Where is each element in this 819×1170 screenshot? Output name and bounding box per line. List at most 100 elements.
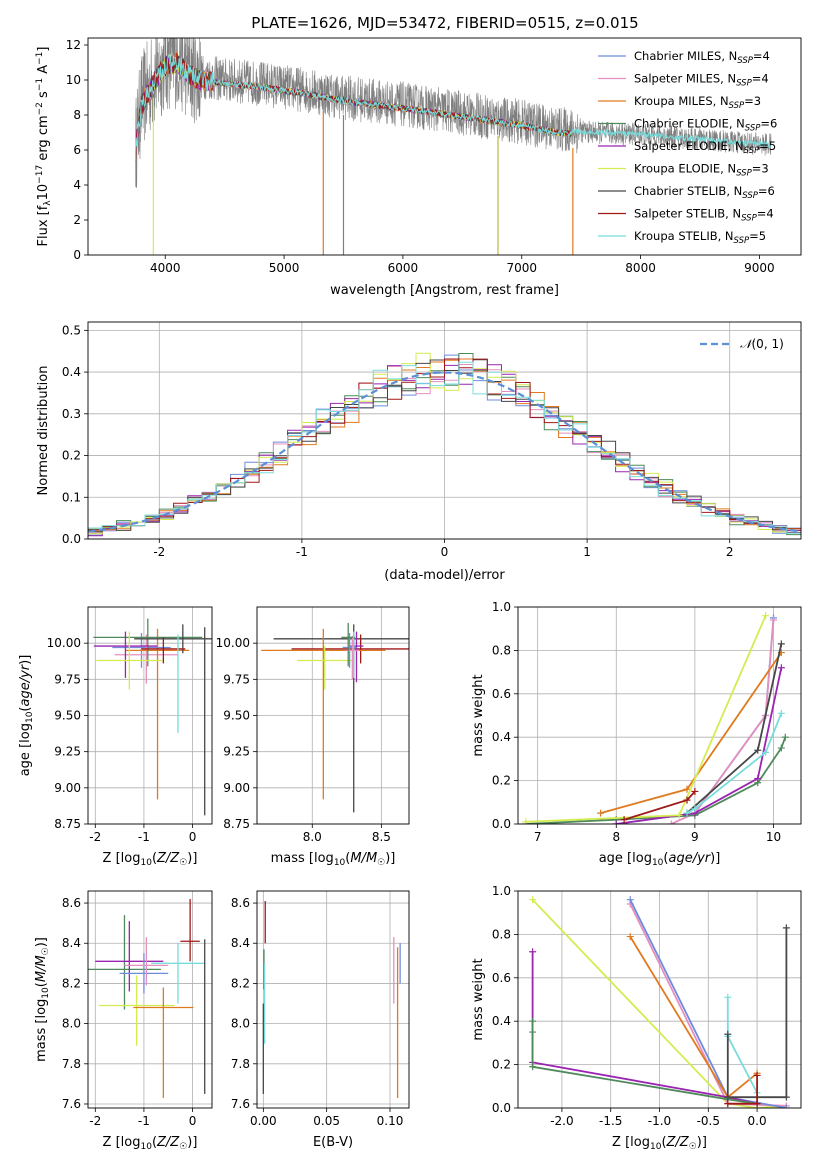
- y-axis-label: Normed distribution: [36, 366, 51, 496]
- panel-spectrum: 4000 5000 6000 7000 8000 9000 0 2 4 6 8 10 12 wavelen…: [35, 37, 802, 298]
- y-axis-label: age [log10(age/yr)]: [18, 655, 35, 777]
- y-tick-label: 7.6: [62, 1097, 81, 1111]
- x-axis-label: mass [log10(M/M☉)]: [271, 851, 396, 868]
- legend-entry: Salpeter MILES, NSSP=4: [634, 72, 769, 89]
- x-axis-label: age [log10(age/yr)]: [599, 851, 721, 868]
- massweight-marker: [683, 809, 691, 817]
- y-tick-label: 0.6: [492, 687, 511, 701]
- y-tick-label: 8.75: [223, 817, 250, 831]
- panel-mass_vs_EBV: 0.00 0.05 0.10 7.6 7.8 8.0 8.2 8.4 8.6 E(B-V): [231, 890, 410, 1150]
- x-tick-label: 0.0: [748, 1114, 767, 1128]
- massweight-marker: [724, 1100, 732, 1108]
- y-tick-label: 0.2: [492, 1058, 511, 1072]
- x-tick-label: 5000: [269, 261, 300, 275]
- y-tick-label: 7.8: [62, 1057, 81, 1071]
- massweight-marker: [753, 1071, 761, 1079]
- massweight-marker: [683, 796, 691, 804]
- massweight-marker: [620, 816, 628, 824]
- y-tick-label: 0.1: [62, 490, 81, 504]
- y-tick-label: 8.6: [231, 896, 250, 910]
- spectrum-model-line: [571, 126, 772, 148]
- x-tick-label: 8: [612, 830, 620, 844]
- x-tick-label: 1: [583, 545, 591, 559]
- y-tick-label: 9.25: [54, 745, 81, 759]
- massweight-line: [670, 619, 775, 824]
- y-tick-label: 8.2: [62, 976, 81, 990]
- y-axis-label: mass weight: [471, 958, 486, 1040]
- x-tick-label: 9: [691, 830, 699, 844]
- massweight-marker: [777, 709, 785, 717]
- y-tick-label: 0: [73, 248, 81, 262]
- x-tick-label: -2: [153, 545, 165, 559]
- y-tick-label: 8.0: [62, 1017, 81, 1031]
- x-tick-label: -2.0: [550, 1114, 573, 1128]
- x-tick-label: -2: [89, 830, 101, 844]
- massweight-marker: [769, 616, 777, 624]
- legend: Chabrier MILES, NSSP=4 Salpeter MILES, NS…: [598, 49, 777, 246]
- plot-area: [262, 901, 401, 1098]
- panel-residuals: -2 -1 0 1 2 0.0 0.1 0.2 0.3 0.4 0.5 (data-model)/er…: [36, 321, 802, 583]
- x-tick-label: 0: [189, 830, 197, 844]
- plot-area: [88, 899, 206, 1098]
- y-tick-label: 1.0: [492, 884, 511, 898]
- y-axis-label: Flux [fλ10−17 erg cm−2 s−1 A−1]: [35, 47, 53, 247]
- massweight-marker: [691, 787, 699, 795]
- x-tick-label: 7000: [506, 261, 537, 275]
- legend-entry: Kroupa MILES, NSSP=3: [634, 94, 761, 111]
- x-tick-label: -1.5: [599, 1114, 622, 1128]
- massweight-marker: [626, 933, 634, 941]
- panel-massweight_vs_Z: -2.0 -1.5 -1.0 -0.5 0.0 0.0 0.2 0.4 0.6 0.8 1.0 mas…: [471, 884, 802, 1152]
- x-axis-label: (data-model)/error: [384, 568, 505, 583]
- massweight-marker: [675, 811, 683, 819]
- y-axis-label: mass weight: [471, 674, 486, 756]
- figure-title: PLATE=1626, MJD=53472, FIBERID=0515, z=0…: [251, 14, 638, 32]
- massweight-line: [531, 899, 787, 1108]
- massweight-marker: [522, 818, 530, 824]
- panel-mass_vs_Z: -2 -1 0 7.6 7.8 8.0 8.2 8.4 8.6 Z [log10(Z/Z☉)] ma…: [34, 890, 213, 1152]
- y-tick-label: 0.6: [492, 971, 511, 985]
- massweight-marker: [724, 993, 732, 1001]
- y-tick-label: 0.4: [62, 365, 81, 379]
- x-tick-label: 0: [189, 1114, 197, 1128]
- y-tick-label: 0.0: [492, 1101, 511, 1115]
- axes-frame: [517, 890, 802, 1109]
- x-tick-label: 0.00: [250, 1114, 277, 1128]
- residual-histogram: [88, 358, 801, 531]
- legend-entry: Chabrier MILES, NSSP=4: [634, 49, 770, 66]
- y-tick-label: 0.5: [62, 323, 81, 337]
- y-tick-label: 4: [73, 178, 81, 192]
- legend-entry: 𝒩(0, 1): [740, 337, 784, 351]
- legend-entry: Kroupa STELIB, NSSP=5: [634, 229, 766, 246]
- y-tick-label: 8.6: [62, 896, 81, 910]
- x-tick-label: -1: [138, 830, 150, 844]
- y-tick-label: 0.0: [492, 817, 511, 831]
- massweight-marker: [777, 640, 785, 648]
- x-tick-label: 10: [766, 830, 781, 844]
- x-tick-label: 0.05: [313, 1114, 340, 1128]
- massweight-marker: [683, 785, 691, 793]
- massweight-marker: [529, 896, 537, 904]
- y-tick-label: 10.00: [47, 636, 81, 650]
- y-tick-label: 9.00: [54, 781, 81, 795]
- massweight-marker: [782, 1093, 790, 1101]
- y-tick-label: 0.3: [62, 407, 81, 421]
- legend-entry: Chabrier STELIB, NSSP=6: [634, 184, 775, 201]
- plot-area: [529, 896, 790, 1108]
- y-tick-label: 8.0: [231, 1017, 250, 1031]
- massweight-marker: [762, 748, 770, 756]
- legend-entry: Salpeter STELIB, NSSP=4: [634, 207, 774, 224]
- massweight-marker: [762, 612, 770, 620]
- axes-frame: [256, 890, 410, 1109]
- massweight-marker: [781, 733, 789, 741]
- y-axis-label: mass [log10(M/M☉)]: [34, 937, 51, 1062]
- y-tick-label: 9.75: [223, 672, 250, 686]
- x-tick-label: 0.10: [377, 1114, 404, 1128]
- x-tick-label: 8000: [625, 261, 656, 275]
- plot-area: [522, 612, 789, 824]
- massweight-marker: [782, 924, 790, 932]
- y-tick-label: 8.2: [231, 976, 250, 990]
- axes-frame: [87, 890, 213, 1109]
- y-tick-label: 0.4: [492, 1014, 511, 1028]
- massweight-marker: [782, 1104, 790, 1108]
